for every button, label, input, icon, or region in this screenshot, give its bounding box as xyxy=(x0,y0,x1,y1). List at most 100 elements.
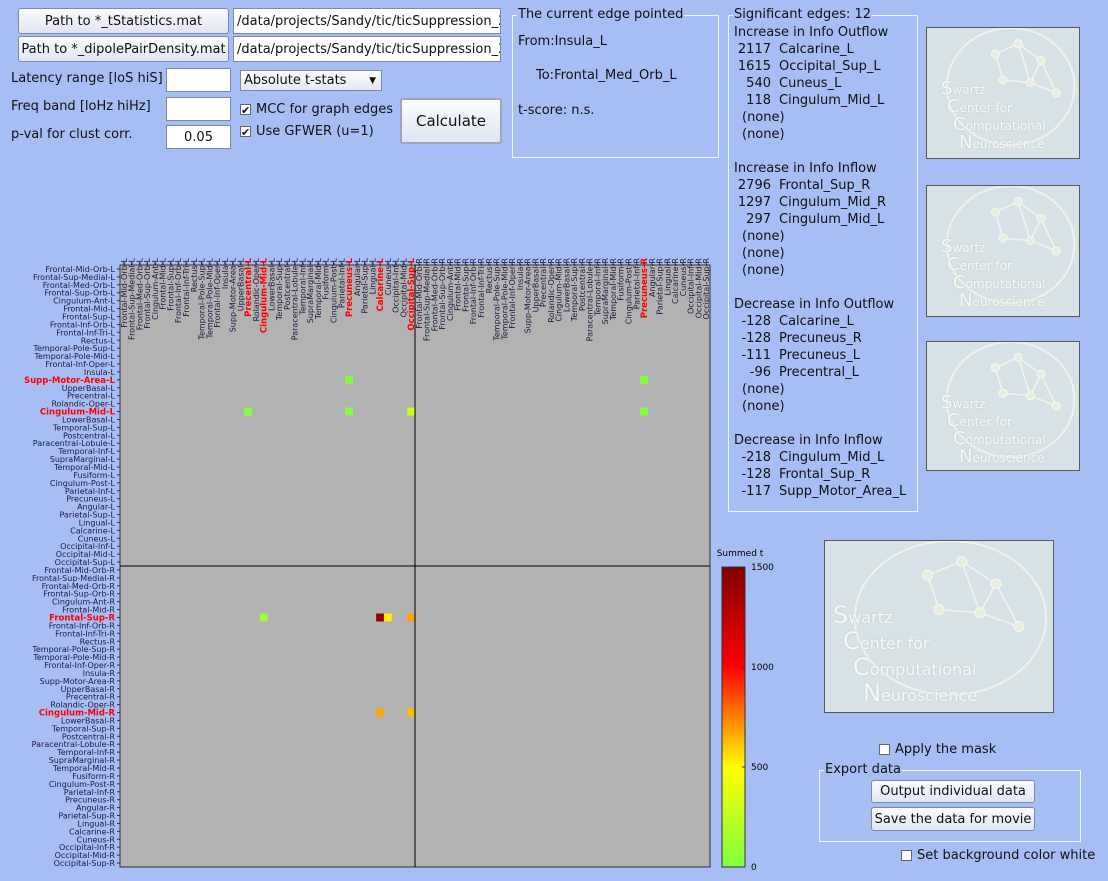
checkbox-box[interactable] xyxy=(901,850,912,861)
column-label: Precentral-L xyxy=(244,257,254,316)
row-label: Temporal-Pole-Mid-L xyxy=(33,352,115,361)
output-button[interactable]: Output individual data xyxy=(871,780,1035,803)
colorbar-tick-label: 0 xyxy=(751,863,757,873)
column-label: Cingulum-Ant-L xyxy=(151,257,160,319)
column-label: Frontal-Inf-Tri-R xyxy=(477,258,486,318)
row-label: Occipital-Mid-R xyxy=(55,851,116,860)
row-label: Frontal-Inf-Orb-L xyxy=(50,320,116,329)
edge-item: 1615 Occipital_Sup_L xyxy=(734,58,906,75)
column-label: Temporal-Sup-L xyxy=(275,257,284,321)
spacer xyxy=(734,415,906,432)
logo-graphic xyxy=(853,541,1048,696)
tstat-path[interactable]: /data/projects/Sandy/tic/ticSuppression_… xyxy=(233,8,501,34)
column-label: Temporal-Pole-Mid-R xyxy=(500,258,509,341)
edge-panel: The current edge pointed From:Insula_L T… xyxy=(512,7,719,158)
column-label: Occipital-Sup-R xyxy=(702,258,711,320)
column-label: Frontal-Inf-Orb-L xyxy=(174,257,183,323)
checkbox-box[interactable]: ✔ xyxy=(240,126,251,139)
column-label: Parietal-Sup-R xyxy=(656,258,665,315)
logo-graphic xyxy=(945,186,1076,304)
mcc-label: MCC for graph edges xyxy=(256,102,393,117)
logo-text: Center for xyxy=(843,627,930,655)
mask-label: Apply the mask xyxy=(895,742,997,757)
row-label: Temporal-Mid-R xyxy=(52,764,116,773)
movie-button[interactable]: Save the data for movie xyxy=(871,807,1035,831)
pval-input[interactable]: 0.05 xyxy=(166,125,231,149)
row-label: Temporal-Sup-L xyxy=(52,423,116,432)
heatmap-cell xyxy=(407,708,415,717)
edge-item: -96 Precentral_L xyxy=(734,364,906,381)
row-label: Occipital-Mid-L xyxy=(56,550,116,559)
freq-input[interactable] xyxy=(166,97,231,121)
column-label: Frontal-Inf-Tri-L xyxy=(182,257,191,316)
row-label: Lingual-R xyxy=(78,819,116,828)
stat-select-text: Absolute t-stats xyxy=(244,73,347,88)
colorbar-tick-label: 500 xyxy=(751,763,768,773)
row-label: Precentral-L xyxy=(67,392,116,401)
export-group: Export data Output individual data Save … xyxy=(819,762,1081,842)
logo: Swartz Center for Computational Neuroscienc… xyxy=(926,185,1080,317)
row-label: Cingulum-Ant-L xyxy=(53,297,115,306)
mask-checkbox[interactable]: Apply the mask xyxy=(879,742,996,757)
row-label: Frontal-Inf-Tri-L xyxy=(56,328,115,337)
edge-value: 1615 xyxy=(737,59,771,74)
row-label: Frontal-Sup-R xyxy=(49,613,115,623)
column-label: Frontal-Inf-Orb-R xyxy=(469,258,478,325)
bg-white-checkbox[interactable]: Set background color white xyxy=(901,848,1095,863)
row-label: Cingulum-Ant-R xyxy=(52,598,115,607)
edge-name: Precuneus_L xyxy=(779,348,861,363)
logo: Swartz Center for Computational Neuroscienc… xyxy=(926,341,1080,471)
calculate-button[interactable]: Calculate xyxy=(400,98,502,144)
column-label: Frontal-Inf-Oper-R xyxy=(508,258,517,329)
row-label: Fusiform-L xyxy=(73,471,115,480)
density-path[interactable]: /data/projects/Sandy/tic/ticSuppression_… xyxy=(233,36,501,62)
row-label: Rectus-R xyxy=(80,637,116,646)
column-label: Frontal-Inf-Oper-L xyxy=(213,257,222,327)
column-label: Supp-Motor-Area-R xyxy=(524,258,533,334)
edge-name: Calcarine_L xyxy=(779,314,854,329)
gfwer-label: Use GFWER (u=1) xyxy=(256,124,374,139)
row-label: Frontal-Inf-Orb-R xyxy=(49,621,116,630)
heatmap-cell xyxy=(640,407,648,416)
column-label: Rectus-R xyxy=(485,258,494,294)
row-label: Cuneus-L xyxy=(78,534,116,543)
row-label: Postcentral-R xyxy=(62,732,116,741)
edge-name: Precuneus_R xyxy=(779,331,862,346)
logo-text: Center for xyxy=(947,254,1012,275)
edge-value: -128 xyxy=(741,331,771,346)
section-heading: Increase in Info Inflow xyxy=(734,161,877,176)
column-label: Cuneus-L xyxy=(384,257,393,295)
row-label: Precentral-R xyxy=(66,693,116,702)
column-label: Parietal-Sup-L xyxy=(361,257,370,313)
column-label: UpperBasal-L xyxy=(236,257,245,311)
column-label: Precuneus-L xyxy=(345,257,355,317)
checkbox-box[interactable]: ✔ xyxy=(240,104,251,117)
logo-text: Neuroscience xyxy=(959,290,1045,311)
logo-text: Neuroscience xyxy=(863,679,978,707)
column-label: Paracentral-Lobule-R xyxy=(586,258,595,342)
logo-text: Computational xyxy=(953,428,1046,449)
column-label: Insula-R xyxy=(516,258,525,291)
section-heading: Decrease in Info Inflow xyxy=(734,433,883,448)
row-label: Frontal-Med-Orb-R xyxy=(42,582,116,591)
column-label: Frontal-Sup-Orb-L xyxy=(143,257,152,328)
edge-item: -117 Supp_Motor_Area_L xyxy=(734,483,906,500)
row-label: Frontal-Inf-Tri-R xyxy=(55,629,115,638)
pval-label: p-val for clust corr. xyxy=(11,127,133,142)
edge-name: Precentral_L xyxy=(779,365,859,380)
checkbox-box[interactable] xyxy=(879,744,890,755)
column-label: Rolandic-Oper-L xyxy=(252,257,261,321)
stat-select[interactable]: Absolute t-stats ▼ xyxy=(240,70,382,91)
column-label: Cingulum-Ant-R xyxy=(446,258,455,321)
column-label: Frontal-Sup-Orb-R xyxy=(438,258,447,330)
column-label: Temporal-Pole-Sup-L xyxy=(198,257,207,340)
latency-input[interactable] xyxy=(166,68,231,92)
mcc-checkbox[interactable]: ✔ MCC for graph edges xyxy=(240,102,393,117)
tstat-button[interactable]: Path to *_tStatistics.mat xyxy=(18,8,229,34)
density-button[interactable]: Path to *_dipolePairDensity.mat xyxy=(18,36,229,62)
column-label: Occipital-Mid-L xyxy=(399,257,408,317)
gfwer-checkbox[interactable]: ✔ Use GFWER (u=1) xyxy=(240,124,374,139)
edge-none: (none) xyxy=(742,110,785,125)
edge-name: Cuneus_L xyxy=(779,76,842,91)
